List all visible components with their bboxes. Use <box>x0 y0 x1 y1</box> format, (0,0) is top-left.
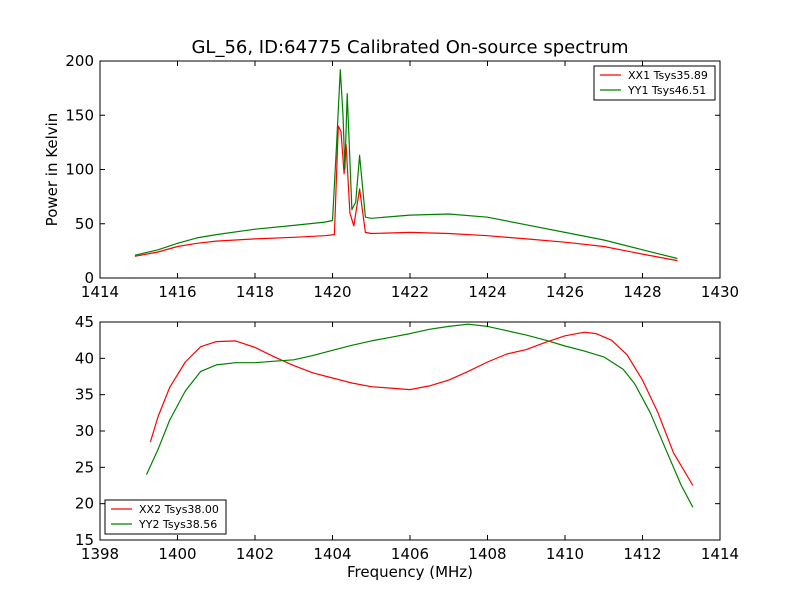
y-tick-label: 40 <box>75 349 94 367</box>
y-tick-label: 15 <box>75 531 94 549</box>
legend-entry: YY2 Tsys38.56 <box>138 518 217 531</box>
x-tick-label: 1410 <box>546 545 584 563</box>
legend-entry: XX1 Tsys35.89 <box>628 69 708 82</box>
y-tick-label: 30 <box>75 422 94 440</box>
series-line-1-1 <box>134 125 678 262</box>
x-tick-label: 1414 <box>81 283 119 301</box>
subplot-1: 1414 1416 1418 1420 1422 1424 1426 1428 1430 0 50 1… <box>43 52 739 301</box>
x-tick-label: 1422 <box>391 283 429 301</box>
x-tick-label: 1414 <box>701 545 739 563</box>
y-tick-label: 50 <box>75 215 94 233</box>
legend: XX1 Tsys35.89 YY1 Tsys46.51 <box>593 65 716 101</box>
y-tick-label: 25 <box>75 458 94 476</box>
series-line-1-2 <box>134 69 678 260</box>
series-line-2-2 <box>145 323 694 508</box>
x-tick-label: 1416 <box>158 283 196 301</box>
legend-entry: XX2 Tsys38.00 <box>139 503 219 516</box>
x-tick-label: 1400 <box>158 545 196 563</box>
y-tick-label: 35 <box>75 386 94 404</box>
legend-entry: YY1 Tsys46.51 <box>627 84 706 97</box>
x-tick-label: 1420 <box>313 283 351 301</box>
chart-title: GL_56, ID:64775 Calibrated On-source spe… <box>191 37 628 58</box>
legend: XX2 Tsys38.00 YY2 Tsys38.56 <box>104 499 227 535</box>
y-tick-label: 200 <box>65 52 94 70</box>
x-tick-label: 1408 <box>468 545 506 563</box>
x-tick-label: 1406 <box>391 545 429 563</box>
x-tick-label: 1402 <box>236 545 274 563</box>
x-tick-label: 1424 <box>468 283 506 301</box>
x-tick-label: 1426 <box>546 283 584 301</box>
y-tick-label: 100 <box>65 161 94 179</box>
legend-box <box>104 499 227 535</box>
y-tick-label: 45 <box>75 313 94 331</box>
x-tick-label: 1412 <box>623 545 661 563</box>
y-tick-label: 150 <box>65 106 94 124</box>
y-axis-label: Power in Kelvin <box>43 113 61 227</box>
x-tick-label: 1418 <box>236 283 274 301</box>
legend-box <box>593 65 716 101</box>
x-tick-label: 1428 <box>623 283 661 301</box>
series-line-2-1 <box>149 331 694 486</box>
y-tick-label: 20 <box>75 495 94 513</box>
x-tick-label: 1430 <box>701 283 739 301</box>
x-axis-label: Frequency (MHz) <box>347 563 473 581</box>
x-tick-label: 1398 <box>81 545 119 563</box>
x-tick-label: 1404 <box>313 545 351 563</box>
subplot-2: 1398 1400 1402 1404 1406 1408 1410 1412 1414 15 20… <box>75 313 739 581</box>
y-tick-label: 0 <box>84 269 94 287</box>
